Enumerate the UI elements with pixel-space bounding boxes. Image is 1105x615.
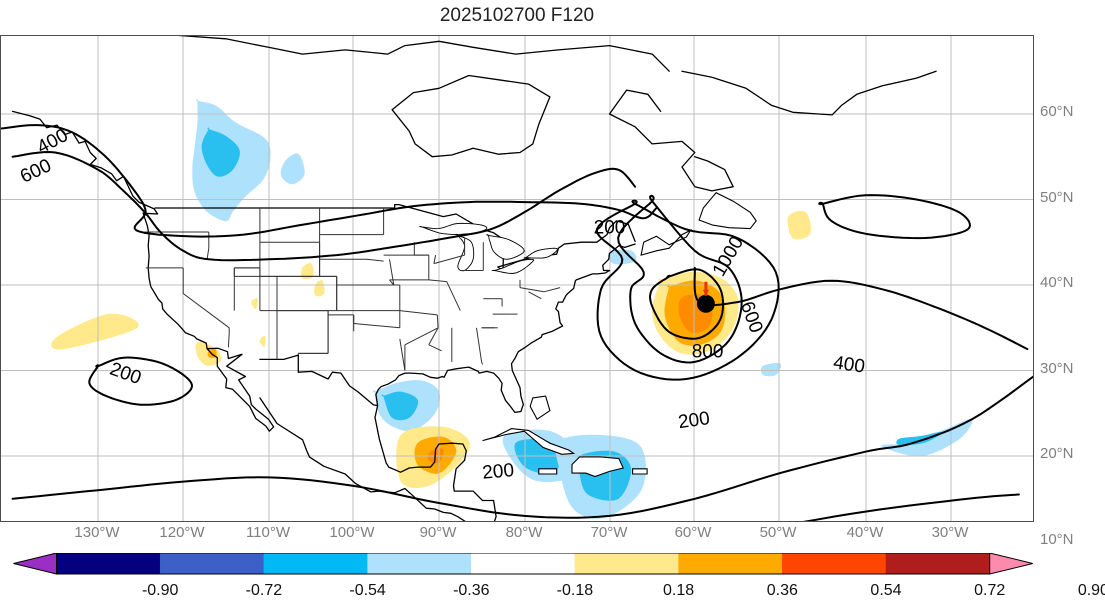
svg-text:200: 200 xyxy=(594,218,626,239)
svg-text:800: 800 xyxy=(692,342,724,363)
svg-text:200: 200 xyxy=(482,460,515,484)
svg-text:600: 600 xyxy=(17,155,55,187)
svg-text:200: 200 xyxy=(107,359,144,390)
svg-text:200: 200 xyxy=(677,408,711,433)
svg-text:600: 600 xyxy=(736,299,767,336)
svg-text:400: 400 xyxy=(832,352,866,377)
